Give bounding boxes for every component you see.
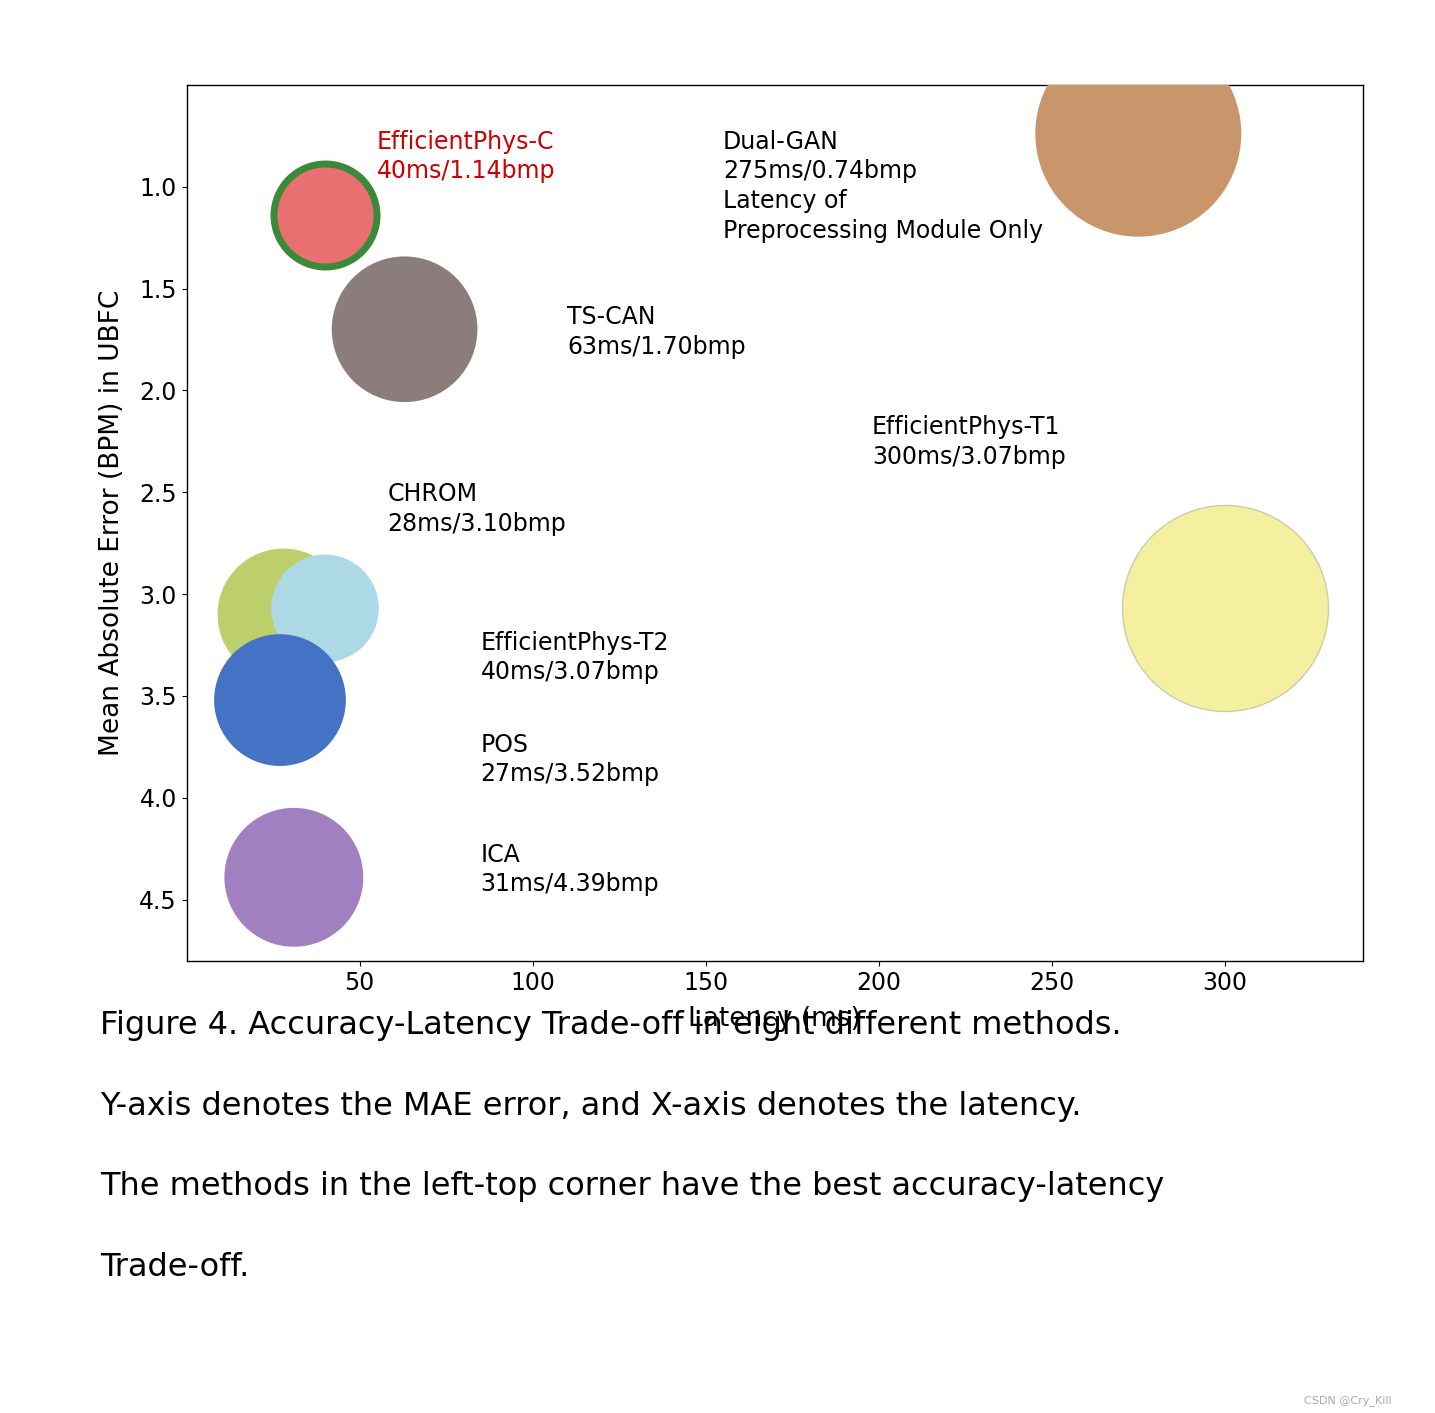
Point (313, 203, 336, 226)
Text: CHROM
28ms/3.10bmp: CHROM 28ms/3.10bmp (387, 482, 565, 536)
X-axis label: Latency (ms): Latency (ms) (689, 1006, 861, 1031)
Text: EfficientPhys-C
40ms/1.14bmp: EfficientPhys-C 40ms/1.14bmp (377, 130, 555, 184)
Point (1126, 123, 1149, 146)
Point (273, 603, 296, 626)
Text: CSDN @Cry_Kill: CSDN @Cry_Kill (1304, 1395, 1392, 1406)
Point (393, 318, 416, 341)
Text: ICA
31ms/4.39bmp: ICA 31ms/4.39bmp (481, 842, 659, 896)
Text: Trade-off.: Trade-off. (100, 1252, 250, 1283)
Point (313, 598, 336, 620)
Point (268, 688, 291, 711)
Text: EfficientPhys-T1
300ms/3.07bmp: EfficientPhys-T1 300ms/3.07bmp (872, 415, 1066, 469)
Text: EfficientPhys-T2
40ms/3.07bmp: EfficientPhys-T2 40ms/3.07bmp (481, 630, 669, 684)
Text: POS
27ms/3.52bmp: POS 27ms/3.52bmp (481, 733, 660, 787)
Point (1214, 598, 1237, 620)
Text: TS-CAN
63ms/1.70bmp: TS-CAN 63ms/1.70bmp (567, 305, 746, 359)
Text: Figure 4. Accuracy-Latency Trade-off in eight different methods.: Figure 4. Accuracy-Latency Trade-off in … (100, 1010, 1122, 1041)
Y-axis label: Mean Absolute Error (BPM) in UBFC: Mean Absolute Error (BPM) in UBFC (99, 290, 125, 756)
Text: Y-axis denotes the MAE error, and X-axis denotes the latency.: Y-axis denotes the MAE error, and X-axis… (100, 1091, 1082, 1122)
Text: Dual-GAN
275ms/0.74bmp
Latency of
Preprocessing Module Only: Dual-GAN 275ms/0.74bmp Latency of Prepro… (723, 130, 1043, 243)
Text: The methods in the left-top corner have the best accuracy-latency: The methods in the left-top corner have … (100, 1171, 1165, 1202)
Point (283, 866, 306, 889)
